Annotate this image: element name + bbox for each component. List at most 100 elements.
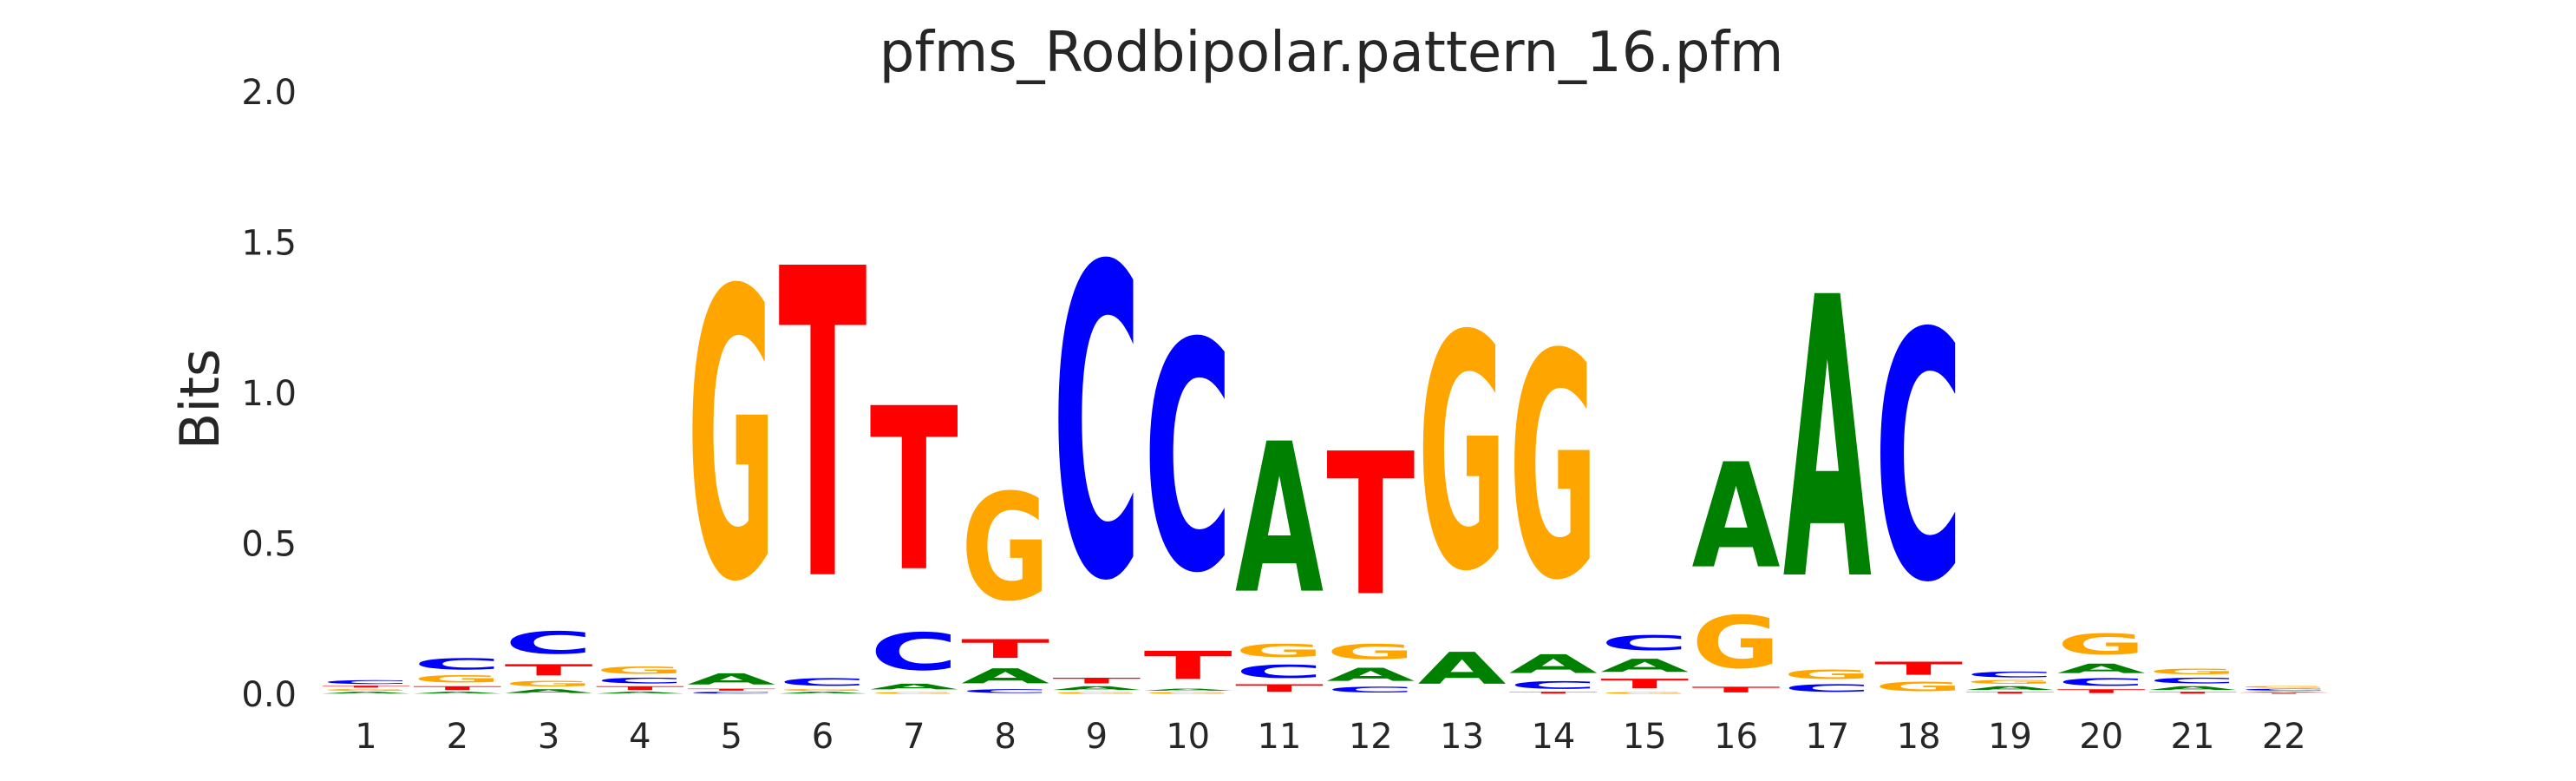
x-tick-label: 10 — [1166, 717, 1210, 757]
logo-letter-c: C — [1144, 277, 1232, 642]
logo-letter-c: C — [413, 655, 501, 673]
logo-letter-a: A — [687, 671, 775, 689]
logo-letter-g: G — [505, 679, 593, 688]
logo-letter-a: A — [2239, 692, 2328, 693]
logo-letter-t: T — [596, 686, 684, 692]
logo-stack-position-16: TGA — [1692, 434, 1781, 694]
logo-stack-position-18: GTC — [1874, 262, 1963, 694]
logo-letter-a: A — [1965, 686, 2054, 692]
logo-letter-t: T — [961, 634, 1049, 664]
logo-letter-g: G — [2239, 686, 2328, 688]
logo-letter-t: T — [1600, 676, 1689, 691]
x-tick-label: 7 — [903, 717, 925, 757]
logo-letter-c: C — [2057, 676, 2146, 688]
logo-letter-t: T — [1052, 676, 1141, 685]
logo-stack-position-17: CGA — [1783, 217, 1873, 694]
y-tick-label: 2.0 — [241, 73, 297, 113]
logo-letter-g: G — [687, 207, 775, 668]
y-tick-label: 0.5 — [241, 525, 297, 565]
logo-letter-c: C — [596, 676, 684, 685]
logo-letter-c: C — [322, 679, 410, 686]
logo-letter-t: T — [413, 686, 501, 692]
logo-stacks: AGTCATGCAGTCATCGCTAGAGCTGACTCATGGATCGATC… — [322, 178, 2328, 694]
logo-letter-g: G — [1235, 640, 1324, 661]
x-tick-label: 11 — [1258, 717, 1302, 757]
logo-letter-a: A — [322, 692, 410, 694]
x-tick-label: 14 — [1531, 717, 1575, 757]
x-tick-label: 12 — [1349, 717, 1393, 757]
logo-letter-g: G — [1144, 692, 1232, 694]
logo-letter-t: T — [779, 181, 868, 675]
logo-letter-t: T — [870, 360, 958, 621]
logo-letter-a: A — [1144, 688, 1232, 691]
logo-letter-a: A — [1235, 401, 1324, 640]
logo-letter-c: C — [779, 676, 867, 688]
logo-letter-t: T — [1874, 659, 1963, 679]
y-axis-ticks: 0.0 0.5 1.0 1.5 2.0 — [241, 73, 297, 715]
logo-letter-a: A — [1418, 643, 1507, 694]
logo-letter-g: G — [1509, 289, 1598, 648]
logo-letter-a: A — [961, 665, 1049, 689]
logo-letter-g: G — [1874, 679, 1963, 694]
logo-letter-t: T — [1326, 412, 1415, 640]
x-tick-label: 9 — [1086, 717, 1108, 757]
x-tick-label: 5 — [720, 717, 742, 757]
logo-letter-t: T — [1692, 686, 1781, 694]
logo-letter-g: G — [1783, 667, 1872, 682]
logo-letter-a: A — [1326, 664, 1415, 685]
logo-letter-a: A — [1052, 686, 1141, 692]
logo-letter-c: C — [1874, 262, 1963, 658]
logo-letter-g: G — [961, 463, 1049, 633]
logo-letter-c: C — [1600, 631, 1689, 655]
logo-letter-a: A — [596, 692, 684, 694]
logo-letter-c: C — [1052, 178, 1141, 675]
logo-letter-t: T — [505, 661, 594, 679]
logo-letter-c: C — [1783, 682, 1872, 694]
logo-letter-g: G — [2148, 667, 2237, 676]
logo-letter-g: G — [779, 688, 867, 691]
x-tick-label: 20 — [2079, 717, 2123, 757]
logo-letter-a: A — [1600, 655, 1689, 676]
x-tick-label: 18 — [1897, 717, 1941, 757]
x-tick-label: 16 — [1714, 717, 1758, 757]
logo-letter-c: C — [1235, 661, 1324, 682]
logo-letter-a: A — [2148, 686, 2237, 692]
logo-letter-t: T — [2239, 692, 2328, 694]
logo-letter-t: T — [1509, 692, 1598, 694]
logo-letter-a: A — [1783, 217, 1873, 666]
y-tick-label: 0.0 — [241, 675, 297, 715]
logo-letter-c: C — [961, 688, 1049, 694]
logo-letter-t: T — [1144, 644, 1232, 689]
logo-letter-a: A — [1509, 649, 1598, 679]
logo-letter-c: C — [2148, 676, 2237, 685]
logo-letter-g: G — [1052, 692, 1141, 694]
logo-letter-t: T — [687, 688, 775, 691]
x-tick-label: 19 — [1988, 717, 2032, 757]
logo-letter-t: T — [1965, 692, 2054, 694]
logo-stack-position-13: AG — [1418, 268, 1507, 694]
logo-letter-a: A — [1692, 434, 1781, 601]
logo-letter-g: G — [1418, 268, 1507, 643]
x-tick-label: 17 — [1805, 717, 1849, 757]
logo-letter-g: G — [1692, 601, 1781, 686]
logo-letter-c: C — [1965, 670, 2054, 679]
logo-letter-g: G — [2057, 628, 2146, 661]
logo-letter-g: G — [1326, 640, 1415, 665]
logo-letter-g: G — [1965, 679, 2054, 686]
x-tick-label: 8 — [994, 717, 1016, 757]
logo-letter-t: T — [322, 686, 410, 688]
